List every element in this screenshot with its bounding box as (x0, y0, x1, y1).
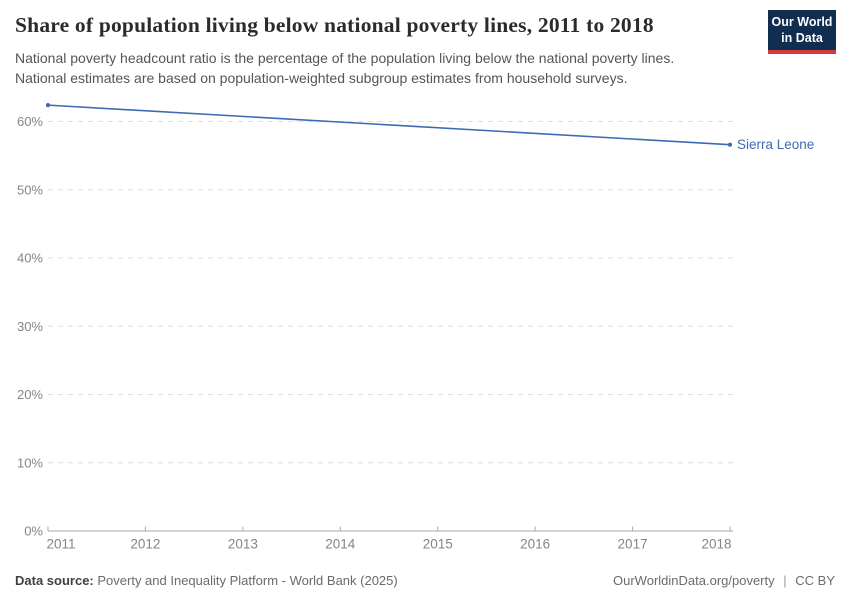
chart-subtitle-line-2: National estimates are based on populati… (15, 69, 628, 86)
y-axis-tick-label: 0% (24, 524, 43, 539)
y-axis-tick-label: 30% (17, 319, 43, 334)
x-axis-tick-label: 2012 (130, 537, 160, 552)
y-axis-tick-label: 60% (17, 114, 43, 129)
data-source-label: Data source: (15, 573, 94, 588)
license-link[interactable]: CC BY (795, 573, 835, 588)
x-axis-tick-label: 2016 (520, 537, 550, 552)
chart-title: Share of population living below nationa… (15, 13, 654, 37)
footer-data-source: Data source: Poverty and Inequality Plat… (15, 573, 398, 588)
x-axis-tick-label: 2014 (325, 537, 356, 552)
chart-subtitle-line-1: National poverty headcount ratio is the … (15, 50, 675, 66)
credit-divider: | (783, 573, 787, 588)
x-axis-tick-label: 2011 (47, 537, 76, 552)
y-axis-tick-label: 10% (17, 455, 43, 470)
data-point-marker[interactable] (45, 103, 51, 108)
series-line-sierra-leone[interactable] (47, 104, 731, 146)
chart-subtitle: National poverty headcount ratio is the … (15, 49, 763, 88)
owid-logo-line-2: in Data (781, 30, 823, 45)
y-axis-tick-label: 40% (17, 251, 43, 266)
series-label-sierra-leone[interactable]: Sierra Leone (737, 137, 814, 152)
x-axis-tick-label: 2015 (423, 537, 453, 552)
x-axis-tick-label: 2013 (228, 537, 258, 552)
data-point-marker[interactable] (727, 142, 733, 147)
owid-logo-line-1: Our World (771, 15, 833, 29)
credit-url-link[interactable]: OurWorldinData.org/poverty (613, 573, 775, 588)
x-axis-tick-label: 2018 (701, 537, 731, 552)
x-axis-tick-label: 2017 (618, 537, 648, 552)
data-source-text: Poverty and Inequality Platform - World … (97, 573, 398, 588)
owid-logo[interactable]: Our World in Data (768, 10, 836, 54)
footer-credits: OurWorldinData.org/poverty | CC BY (613, 573, 835, 588)
y-axis-tick-label: 50% (17, 182, 43, 197)
y-axis-tick-label: 20% (17, 387, 43, 402)
